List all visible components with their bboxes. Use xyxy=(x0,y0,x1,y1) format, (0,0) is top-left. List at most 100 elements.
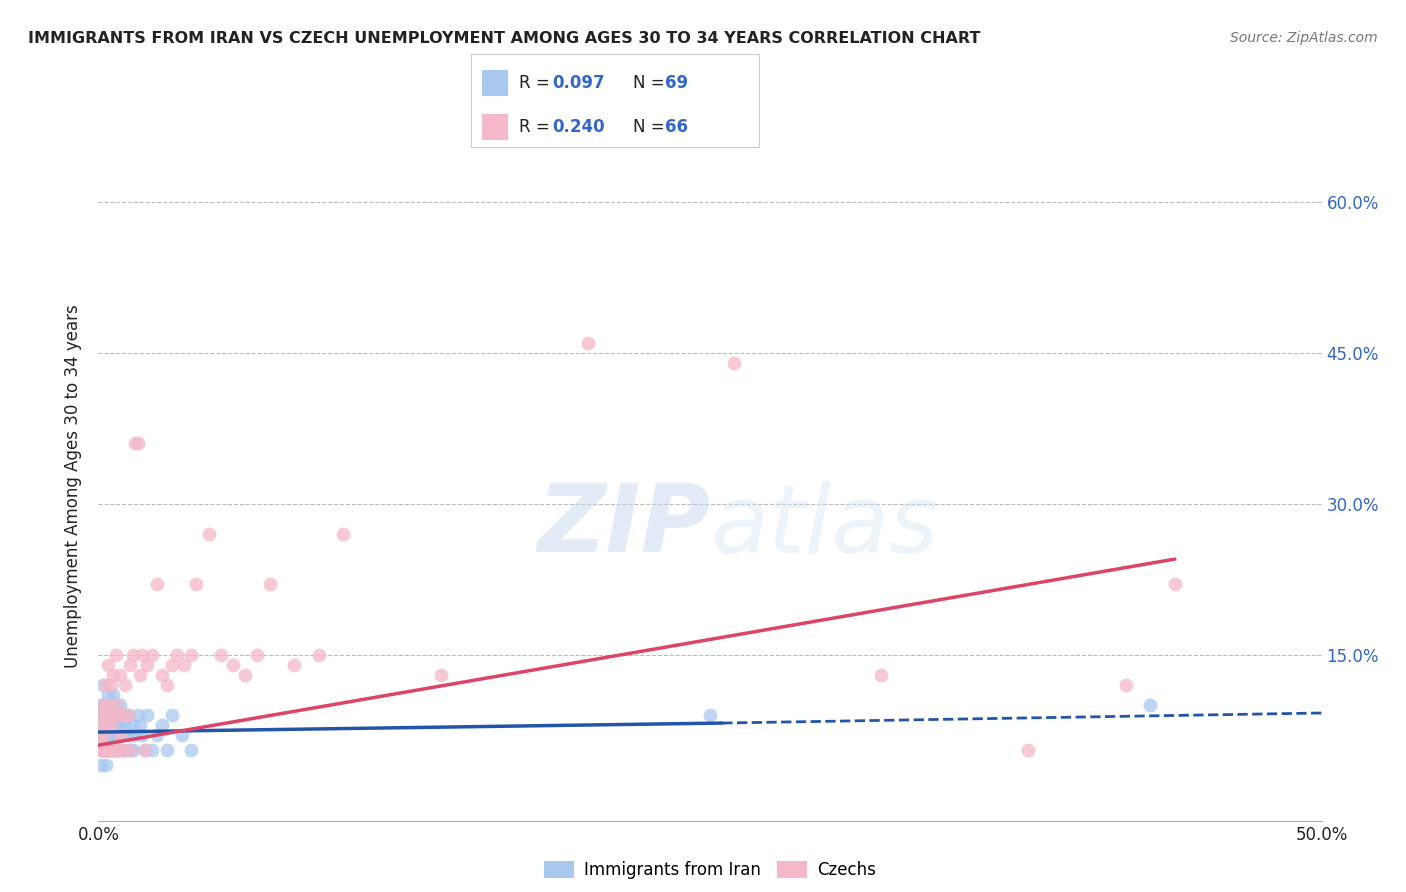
Point xyxy=(131,648,153,662)
Point xyxy=(870,667,893,681)
Point xyxy=(91,728,114,742)
Point xyxy=(124,436,146,450)
Point xyxy=(97,698,120,712)
Text: 0.097: 0.097 xyxy=(553,75,605,93)
Point xyxy=(110,743,132,757)
Point xyxy=(134,743,156,757)
Text: 0.240: 0.240 xyxy=(553,118,605,136)
Point xyxy=(1115,678,1137,692)
Point xyxy=(101,708,124,723)
Point xyxy=(134,743,156,757)
Point xyxy=(90,728,112,742)
Point xyxy=(1017,743,1039,757)
Point xyxy=(308,648,330,662)
Point xyxy=(94,698,117,712)
Point xyxy=(1139,698,1161,712)
Text: R =: R = xyxy=(519,118,555,136)
Point xyxy=(90,738,112,752)
Point xyxy=(156,678,179,692)
Point xyxy=(104,648,127,662)
Point xyxy=(180,648,202,662)
Point xyxy=(110,698,132,712)
Point xyxy=(233,667,256,681)
Point xyxy=(97,743,120,757)
Point xyxy=(100,738,122,752)
Point xyxy=(121,648,143,662)
Point xyxy=(100,678,122,692)
Point xyxy=(197,527,219,541)
Point xyxy=(141,648,163,662)
Point xyxy=(166,648,188,662)
Text: N =: N = xyxy=(633,118,669,136)
Point xyxy=(101,743,124,757)
Point xyxy=(699,708,721,723)
Point xyxy=(91,678,114,692)
Point xyxy=(160,708,183,723)
Text: 69: 69 xyxy=(665,75,688,93)
Point xyxy=(97,743,120,757)
Point xyxy=(100,743,122,757)
Point xyxy=(110,667,132,681)
Point xyxy=(114,678,136,692)
Point xyxy=(430,667,453,681)
Point xyxy=(120,743,142,757)
Point xyxy=(222,657,245,672)
Point xyxy=(90,743,112,757)
Point xyxy=(97,718,120,732)
Point xyxy=(100,698,122,712)
Point xyxy=(111,728,134,742)
Point xyxy=(101,728,124,742)
Point xyxy=(94,728,117,742)
Point xyxy=(91,718,114,732)
Point xyxy=(180,743,202,757)
Point xyxy=(94,758,117,772)
Point xyxy=(111,708,134,723)
Point xyxy=(114,743,136,757)
Point xyxy=(160,657,183,672)
Point xyxy=(186,577,208,591)
Point xyxy=(110,728,132,742)
Point xyxy=(90,708,112,723)
Point xyxy=(94,743,117,757)
Point xyxy=(259,577,281,591)
Point xyxy=(107,728,129,742)
Text: Source: ZipAtlas.com: Source: ZipAtlas.com xyxy=(1230,31,1378,45)
Point xyxy=(1164,577,1187,591)
Text: atlas: atlas xyxy=(710,481,938,572)
Point xyxy=(111,743,134,757)
Point xyxy=(156,743,179,757)
Point xyxy=(576,335,599,350)
Point xyxy=(94,743,117,757)
Point xyxy=(91,718,114,732)
Point xyxy=(100,718,122,732)
Point xyxy=(97,688,120,702)
Point xyxy=(91,743,114,757)
Point xyxy=(94,718,117,732)
Point xyxy=(107,743,129,757)
Point xyxy=(111,743,134,757)
Text: R =: R = xyxy=(519,75,555,93)
Point xyxy=(94,738,117,752)
Point xyxy=(120,743,142,757)
Text: 66: 66 xyxy=(665,118,688,136)
Point xyxy=(91,698,114,712)
Point xyxy=(90,728,112,742)
Point xyxy=(97,657,120,672)
Point xyxy=(150,667,173,681)
Point xyxy=(129,667,152,681)
Point xyxy=(107,743,129,757)
Point xyxy=(150,718,173,732)
Point xyxy=(283,657,305,672)
Point xyxy=(97,708,120,723)
Point xyxy=(91,728,114,742)
Point xyxy=(170,728,193,742)
Point xyxy=(146,728,169,742)
Point xyxy=(97,743,120,757)
Point xyxy=(136,657,159,672)
Point xyxy=(121,718,143,732)
Point xyxy=(127,436,149,450)
Point xyxy=(104,718,127,732)
Point xyxy=(146,577,169,591)
Point xyxy=(94,678,117,692)
Point xyxy=(101,743,124,757)
